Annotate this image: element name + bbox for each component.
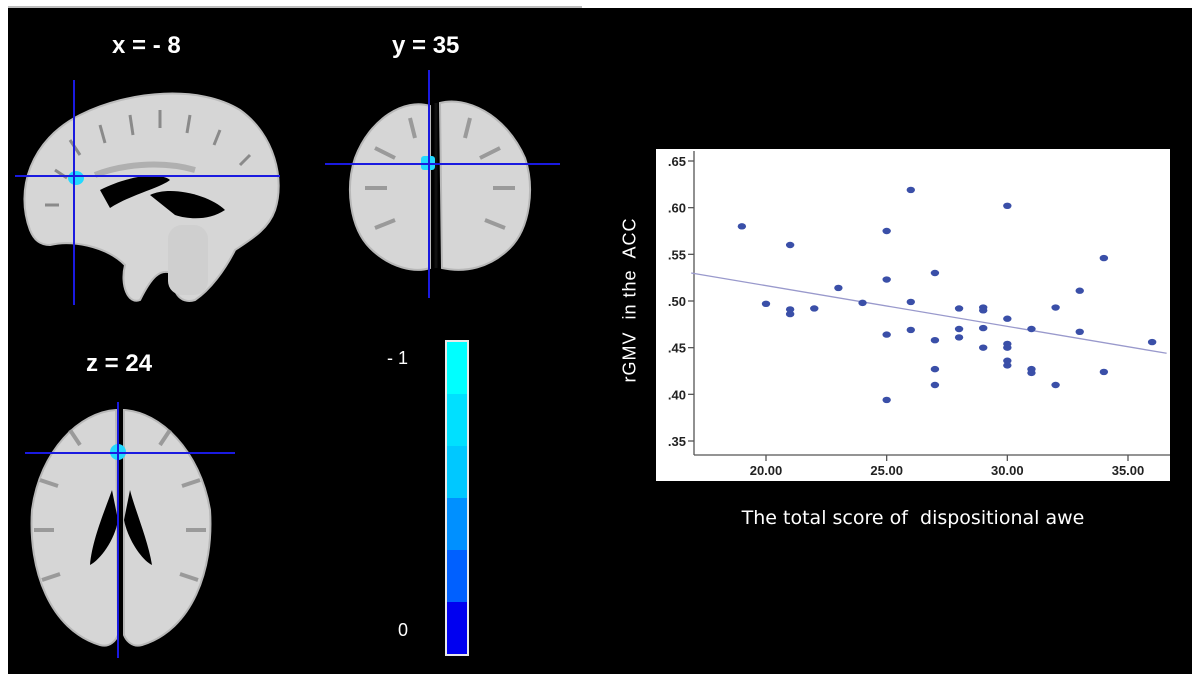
y-tick-label: .65 xyxy=(668,154,686,169)
y-axis-label: rGMV in the ACC xyxy=(619,217,640,383)
data-point xyxy=(1003,344,1012,351)
data-point xyxy=(761,300,771,307)
data-point xyxy=(785,310,795,318)
data-point xyxy=(1027,325,1036,333)
coronal-slice-label: y = 35 xyxy=(392,32,460,59)
data-point xyxy=(979,344,988,351)
x-axis-label: The total score of dispositional awe xyxy=(741,507,1085,529)
data-point xyxy=(1027,369,1036,377)
data-point xyxy=(930,365,940,373)
plot-background xyxy=(656,149,1170,481)
data-point xyxy=(954,325,964,333)
data-point xyxy=(1099,368,1109,376)
data-point xyxy=(1075,287,1084,294)
axial-brain-slice xyxy=(20,400,240,660)
colorbar-top-label: - 1 xyxy=(387,348,409,368)
data-point xyxy=(1003,357,1012,364)
y-tick-label: .55 xyxy=(668,247,686,262)
regression-line xyxy=(691,272,1167,354)
colorbar-segment xyxy=(447,550,467,602)
y-tick-label: .35 xyxy=(668,434,686,449)
colorbar xyxy=(445,340,469,656)
data-point xyxy=(858,299,867,307)
y-tick-label: .40 xyxy=(668,387,686,402)
x-tick-label: 30.00 xyxy=(991,463,1024,478)
sagittal-slice-label: x = - 8 xyxy=(112,32,181,59)
data-point xyxy=(979,324,988,332)
data-point xyxy=(954,305,964,312)
y-tick-label: .45 xyxy=(668,341,686,356)
data-point xyxy=(1003,202,1012,209)
data-point xyxy=(1075,328,1084,335)
data-point xyxy=(882,396,891,404)
data-point xyxy=(882,276,891,283)
panel-border xyxy=(8,6,582,8)
data-point xyxy=(930,381,940,389)
data-point xyxy=(810,305,819,312)
colorbar-segment xyxy=(447,602,467,654)
x-tick-label: 25.00 xyxy=(870,463,903,478)
data-point xyxy=(906,298,915,306)
data-point xyxy=(882,331,891,338)
y-tick-label: .60 xyxy=(668,201,686,216)
data-point xyxy=(1051,304,1060,311)
data-point xyxy=(1147,338,1157,346)
data-point xyxy=(979,307,988,314)
data-point xyxy=(930,269,940,277)
data-point xyxy=(785,241,795,249)
colorbar-segment xyxy=(447,342,467,394)
data-point xyxy=(906,186,915,194)
x-tick-label: 35.00 xyxy=(1112,463,1145,478)
data-point xyxy=(834,284,843,292)
data-point xyxy=(1003,315,1012,322)
colorbar-segment xyxy=(447,394,467,446)
colorbar-segment xyxy=(447,498,467,550)
colorbar-bottom-label: 0 xyxy=(398,620,409,640)
sagittal-brain-slice xyxy=(10,80,290,310)
coronal-brain-slice xyxy=(325,68,565,303)
y-tick-label: .50 xyxy=(668,294,686,309)
data-point xyxy=(954,334,964,341)
data-point xyxy=(1099,254,1109,262)
data-point xyxy=(882,227,891,235)
data-point xyxy=(785,306,795,313)
data-point xyxy=(1003,362,1012,369)
data-point xyxy=(906,326,915,334)
colorbar-segment xyxy=(447,446,467,498)
data-point xyxy=(737,223,747,230)
axial-slice-label: z = 24 xyxy=(86,350,153,377)
data-point xyxy=(930,337,940,344)
data-point xyxy=(1051,381,1060,389)
x-tick-label: 20.00 xyxy=(750,463,783,478)
